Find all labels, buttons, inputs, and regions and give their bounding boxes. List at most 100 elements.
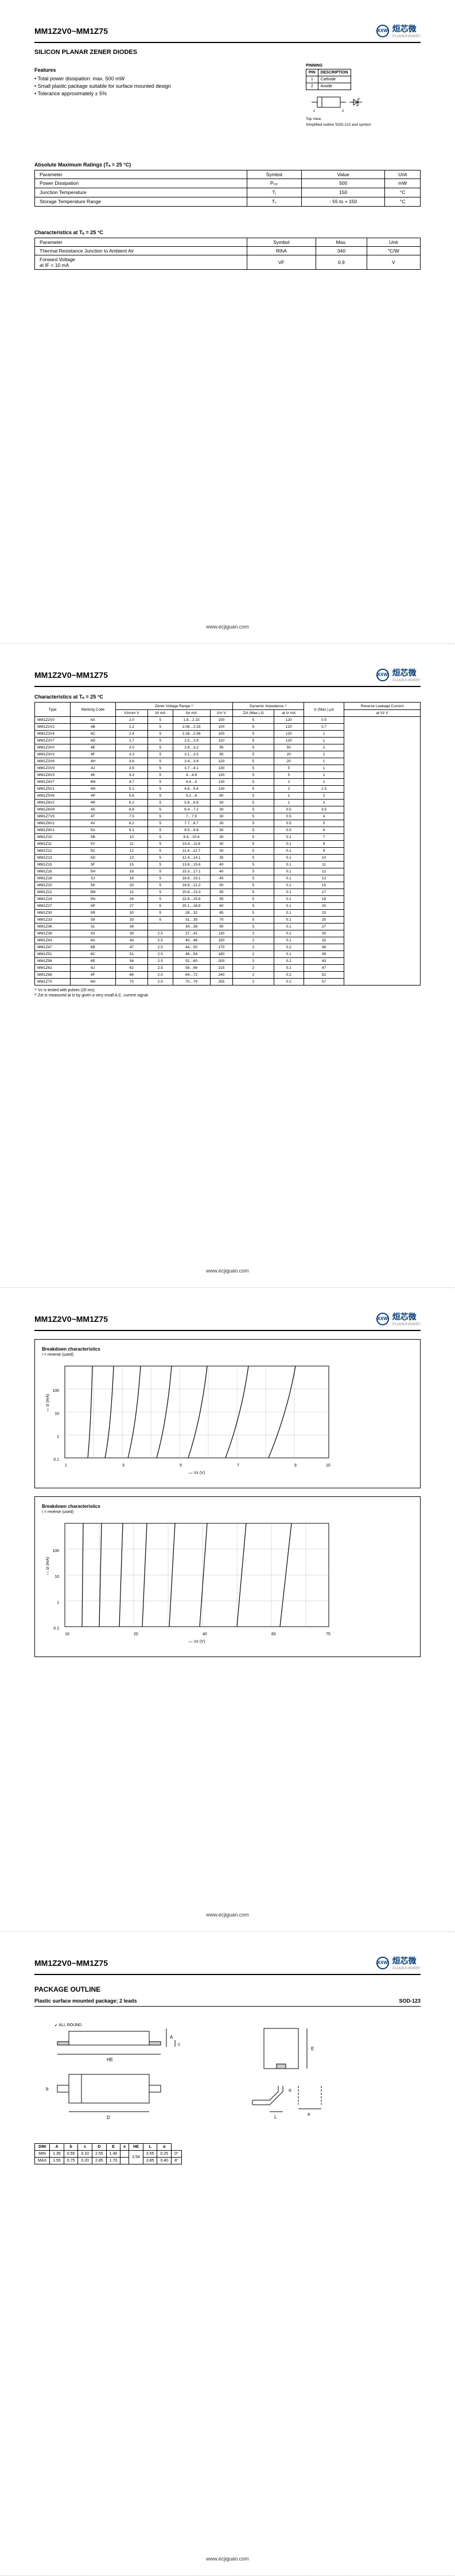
table-row: MM1Z626J622.558…6621520.247 — [35, 965, 421, 972]
table-notes: ¹⁾ Vz is tested with pulses (20 ms).²⁾ Z… — [34, 988, 421, 998]
table-row: MM1Z566E562.552…6020020.243 — [35, 958, 421, 965]
abs-max-table: ParameterSymbolValueUnitPower Dissipatio… — [34, 170, 421, 207]
svg-text:E: E — [311, 2046, 314, 2051]
svg-text:40: 40 — [203, 1632, 207, 1636]
svg-text:b: b — [46, 2086, 49, 2092]
svg-text:10: 10 — [55, 1575, 59, 1579]
page-1: MM1Z2V0~MM1Z75 XXW 烜芯微 XUANXINWEI SILICO… — [0, 0, 455, 644]
svg-text:0.1: 0.1 — [53, 1458, 59, 1462]
svg-text:10: 10 — [326, 1464, 330, 1468]
svg-text:L: L — [274, 2115, 277, 2120]
logo-icon: XXW — [376, 25, 389, 37]
footer: www.ecjiguan.com — [0, 624, 455, 630]
footer: www.ecjiguan.com — [0, 1912, 455, 1918]
svg-text:0.1: 0.1 — [53, 1627, 59, 1631]
page-2: MM1Z2V0~MM1Z75 XXW 烜芯微 XUANXINWEI Charac… — [0, 644, 455, 1288]
table-row: MM1Z185J18516.8…19.14550.113 — [35, 875, 421, 882]
page-header: MM1Z2V0~MM1Z75 XXW 烜芯微 XUANXINWEI — [34, 23, 421, 43]
table-row: MM1Z476B472.544…5017020.236 — [35, 944, 421, 951]
svg-text:HE: HE — [107, 2057, 113, 2062]
pkg-sub: Plastic surface mounted package; 2 leads — [34, 1998, 137, 2004]
pin-caption1: Top View — [306, 117, 421, 122]
outline-end-foot: E α L e — [230, 2017, 379, 2132]
table-row: MM1Z2V44C2.452.28…2.5610051201 — [35, 731, 421, 738]
logo-sub: XUANXINWEI — [392, 678, 421, 682]
logo-icon: XXW — [376, 1957, 389, 1969]
company-logo: XXW 烜芯微 XUANXINWEI — [376, 1955, 421, 1970]
table-row: MM1Z2V74D2.752.5…2.911051201 — [35, 738, 421, 744]
table-row: MM1Z3V04E3.052.8…3.2955501 — [35, 744, 421, 751]
table-row: MM1Z305R30528…326550.123 — [35, 910, 421, 917]
table-row: MM1Z135D13512.4…14.13550.110 — [35, 855, 421, 862]
svg-text:100: 100 — [52, 1389, 59, 1393]
svg-text:— Vz (V): — Vz (V) — [189, 1640, 205, 1644]
svg-text:α: α — [289, 2088, 291, 2093]
page-header: MM1Z2V0~MM1Z75 XXW 烜芯微 XUANXINWEI — [34, 1311, 421, 1331]
logo-text: 烜芯微 — [392, 1312, 417, 1321]
svg-text:A: A — [170, 2035, 173, 2040]
page-header: MM1Z2V0~MM1Z75 XXW 烜芯微 XUANXINWEI — [34, 667, 421, 687]
table-row: MM1Z3963392.537…4113020.130 — [35, 930, 421, 937]
logo-text: 烜芯微 — [392, 668, 417, 677]
chart2-title: Breakdown characteristics I = reverse (u… — [42, 1504, 413, 1514]
logo-text: 烜芯微 — [392, 24, 417, 33]
table-row: MM1Z516C512.548…5418020.139 — [35, 951, 421, 958]
table-row: MM1Z4V34K4.354…4.6130551 — [35, 772, 421, 779]
table-row: MM1Z2V04A2.051.8…2.1510051200.5 — [35, 717, 421, 724]
svg-text:10: 10 — [55, 1412, 59, 1416]
chart-2-frame: Breakdown characteristics I = reverse (u… — [34, 1496, 421, 1657]
features-pinning-row: Features Total power dissipation: max. 5… — [34, 64, 421, 127]
table-row: MM1Z36513634…389050.127 — [35, 924, 421, 930]
part-range: MM1Z2V0~MM1Z75 — [34, 670, 108, 680]
feature-item: Total power dissipation: max. 500 mW — [34, 75, 283, 83]
svg-text:c: c — [178, 2042, 180, 2047]
table-row: MM1Z6V24R6.255.8…6.650513 — [35, 800, 421, 806]
page-4: MM1Z2V0~MM1Z75 XXW 烜芯微 XUANXINWEI PACKAG… — [0, 1932, 455, 2576]
table-row: MM1Z686F682.564…7224020.252 — [35, 972, 421, 979]
outline-side-top: ↙ ALL ROUND A c HE D b — [34, 2017, 207, 2132]
svg-text:5: 5 — [180, 1464, 182, 1468]
features-col: Features Total power dissipation: max. 5… — [34, 64, 283, 127]
table-row: MM1Z105B1059.4…10.63050.17 — [35, 834, 421, 841]
breakdown-chart-2: 0.1 1 10 100 1020 4060 75 — Vz (V) — Iz … — [42, 1518, 352, 1644]
logo-sub: XUANXINWEI — [392, 34, 421, 38]
table-row: MM1Z756H752.570…7925520.257 — [35, 979, 421, 986]
table-row: MM1Z125C12511.4…12.73050.19 — [35, 848, 421, 855]
logo-sub: XUANXINWEI — [392, 1966, 421, 1970]
table-row: MM1Z436A432.540…4615020.133 — [35, 937, 421, 944]
footer: www.ecjiguan.com — [0, 1268, 455, 1274]
svg-text:— Iz (mA): — Iz (mA) — [46, 1394, 50, 1413]
table-row: MM1Z7V54T7.557…7.93050.54 — [35, 813, 421, 820]
footer: www.ecjiguan.com — [0, 2556, 455, 2562]
table-row: MM1Z245N24522.8…25.65550.118 — [35, 896, 421, 903]
svg-text:D: D — [107, 2115, 110, 2120]
pinning-head: PINNING — [306, 64, 421, 68]
part-range: MM1Z2V0~MM1Z75 — [34, 1314, 108, 1324]
svg-text:1: 1 — [313, 110, 316, 113]
p2-table-head: Characteristics at Tₐ = 25 °C — [34, 694, 421, 700]
table-row: MM1Z275P27525.1…28.96050.120 — [35, 903, 421, 910]
table-row: MM1Z335933531…357050.125 — [35, 917, 421, 924]
svg-text:7: 7 — [237, 1464, 239, 1468]
svg-text:2: 2 — [342, 110, 344, 113]
features-head: Features — [34, 67, 283, 73]
table-row: MM1Z205K20518.8…21.25050.115 — [35, 882, 421, 889]
company-logo: XXW 烜芯微 XUANXINWEI — [376, 23, 421, 38]
pinning-col: PINNING PINDESCRIPTION1Cathode2Anode 1 2… — [306, 64, 421, 127]
char-head: Characteristics at Tₐ = 25 °C — [34, 230, 421, 235]
table-row: MM1Z4V74M4.754.4…5130521 — [35, 779, 421, 786]
svg-text:— Vz (V): — Vz (V) — [189, 1471, 205, 1475]
logo-sub: XUANXINWEI — [392, 1322, 421, 1326]
svg-text:— Iz (mA): — Iz (mA) — [46, 1557, 50, 1576]
pinning-table: PINDESCRIPTION1Cathode2Anode — [306, 69, 351, 90]
table-row: MM1Z3V34F3.353.1…3.5955201 — [35, 751, 421, 758]
logo-icon: XXW — [376, 669, 389, 681]
outline-drawings: ↙ ALL ROUND A c HE D b E — [34, 2017, 421, 2132]
table-row: MM1Z165H16515.3…17.14050.112 — [35, 868, 421, 875]
characteristics-table: TypeMarking CodeZener Voltage Range ¹⁾Dy… — [34, 702, 421, 986]
breakdown-chart-1: 0.1 1 10 100 13 57 910 — Vz (V) — Iz (mA… — [42, 1360, 352, 1475]
dimensions-table: DIMAbcDEeHELαMIN1.350.550.102.551.402.54… — [34, 2143, 182, 2164]
table-row: MM1Z8V24V8.257.7…8.73050.55 — [35, 820, 421, 827]
logo-text: 烜芯微 — [392, 1956, 417, 1965]
table-row: MM1Z3V94J3.953.7…4.1130551 — [35, 765, 421, 772]
